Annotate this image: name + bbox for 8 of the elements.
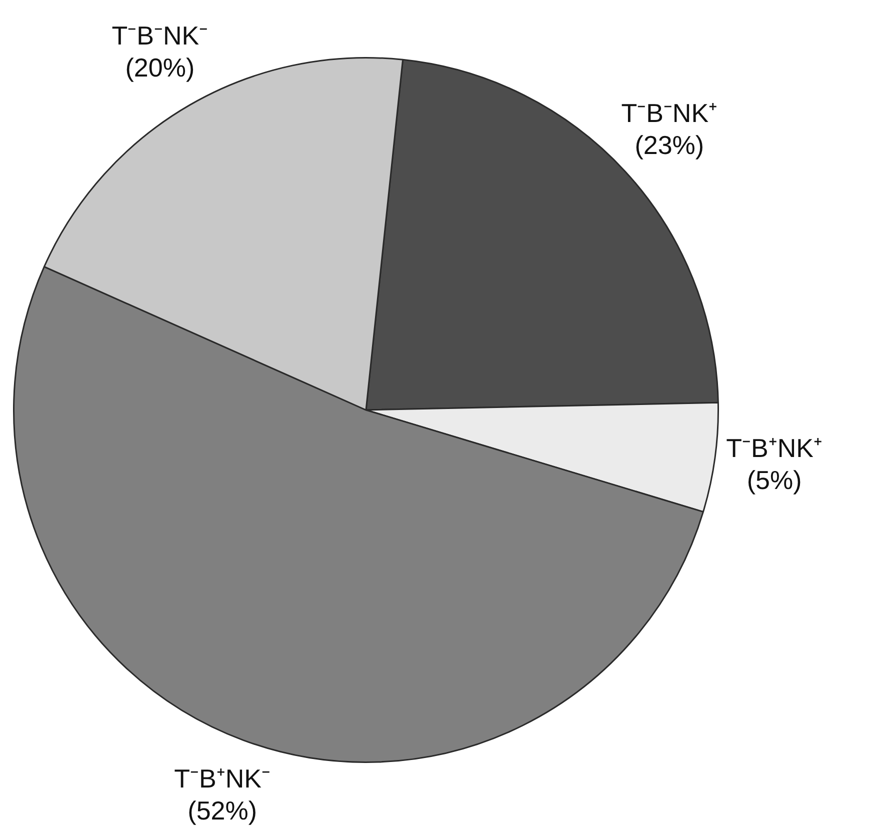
- slice-label: T⁻B⁺NK⁺: [726, 433, 822, 464]
- slice-label: T⁻B⁻NK⁺: [621, 98, 718, 128]
- data-label: (23%): [634, 130, 704, 160]
- data-label: (20%): [125, 52, 195, 82]
- data-label: (52%): [188, 795, 258, 826]
- slice-label: T⁻B⁻NK⁻: [112, 20, 208, 50]
- data-label: (5%): [746, 465, 802, 496]
- slice-label: T⁻B⁺NK⁻: [174, 763, 271, 794]
